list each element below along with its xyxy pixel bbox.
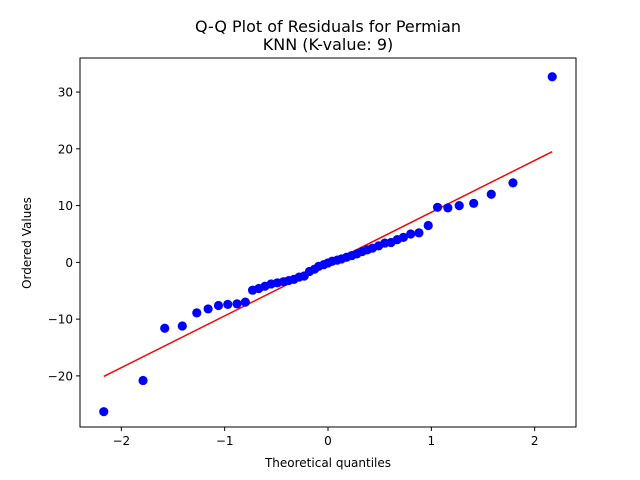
x-tick-label: 1 bbox=[428, 434, 436, 448]
y-tick-label: 0 bbox=[65, 256, 73, 270]
data-point bbox=[432, 202, 443, 212]
data-point bbox=[414, 228, 424, 238]
data-point bbox=[443, 203, 453, 213]
data-point bbox=[547, 72, 557, 82]
y-tick-label: 10 bbox=[58, 199, 73, 213]
x-tick-label: −2 bbox=[112, 434, 130, 448]
data-point bbox=[99, 407, 109, 417]
data-point bbox=[223, 299, 233, 309]
y-tick-label: −20 bbox=[48, 369, 73, 383]
x-tick-label: 2 bbox=[531, 434, 539, 448]
data-point bbox=[177, 321, 187, 331]
chart-subtitle: KNN (K-value: 9) bbox=[263, 35, 394, 54]
x-tick-label: −1 bbox=[216, 434, 234, 448]
data-point bbox=[232, 299, 242, 309]
data-point bbox=[398, 232, 409, 242]
x-axis-label: Theoretical quantiles bbox=[264, 456, 391, 470]
y-axis-label: Ordered Values bbox=[20, 197, 34, 289]
data-point bbox=[160, 323, 170, 333]
plot-area bbox=[99, 72, 557, 417]
plot-frame bbox=[79, 57, 577, 428]
data-point bbox=[469, 198, 479, 208]
data-point bbox=[213, 300, 224, 311]
y-axis-ticks: −20 −10 0 10 20 30 bbox=[48, 86, 80, 383]
data-point bbox=[486, 189, 496, 199]
data-point bbox=[192, 308, 202, 318]
data-point bbox=[203, 304, 213, 314]
data-point bbox=[406, 229, 416, 239]
y-tick-label: 20 bbox=[58, 142, 73, 156]
chart-title: Q-Q Plot of Residuals for Permian bbox=[195, 17, 461, 36]
x-axis-ticks: −2 −1 0 1 2 bbox=[112, 427, 538, 448]
data-point bbox=[454, 201, 464, 211]
data-point bbox=[508, 178, 518, 188]
x-tick-label: 0 bbox=[324, 434, 332, 448]
y-tick-label: 30 bbox=[58, 86, 73, 100]
y-tick-label: −10 bbox=[48, 313, 73, 327]
data-point bbox=[138, 375, 148, 386]
data-point bbox=[423, 220, 433, 231]
data-point bbox=[240, 297, 250, 307]
